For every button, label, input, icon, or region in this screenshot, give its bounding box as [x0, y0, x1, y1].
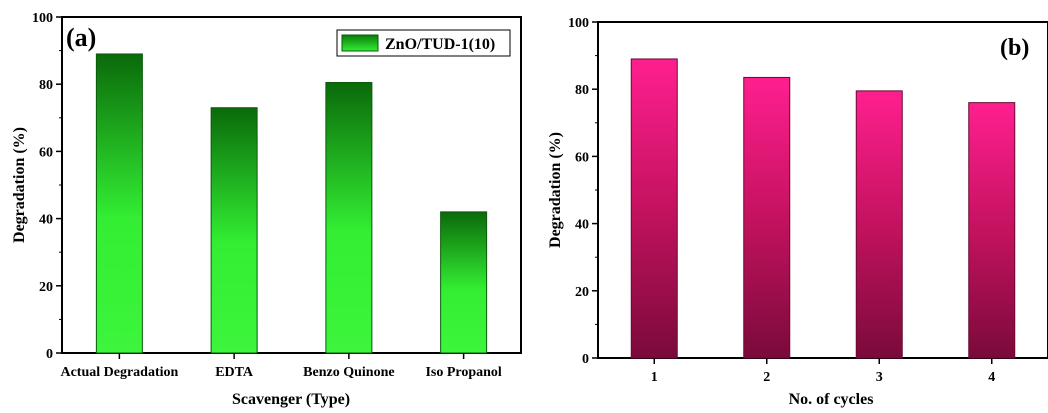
legend-a: ZnO/TUD-1(10): [336, 29, 511, 57]
bar-a-4: [440, 211, 488, 354]
chart-panel-b: 0 20 40 60 80 100 1 2 3 4 (b) Degradation (%) No…: [524, 0, 1048, 408]
bar-b-1: [630, 58, 678, 359]
y-tick-label-b: 40: [575, 218, 589, 233]
bar-b-3: [855, 90, 903, 359]
y-axis-label-a: Degradation (%): [11, 127, 28, 243]
x-tick-label-a: Benzo Quinone: [303, 365, 394, 380]
chart-panel-a: 0 20 40 60 80 100 Actual Degradation EDTA Benzo…: [0, 0, 524, 408]
y-tick-label-a: 100: [32, 11, 53, 26]
y-tick-label-a: 0: [46, 347, 53, 362]
x-tick-label-b: 4: [988, 370, 995, 385]
bar-a-3: [325, 82, 373, 354]
x-tick-label-a: Iso Propanol: [425, 365, 501, 380]
x-axis-label-b: No. of cycles: [789, 391, 874, 408]
panel-label-a: (a): [66, 23, 96, 52]
bar-a-2: [210, 107, 258, 354]
x-tick-label-b: 2: [763, 370, 770, 385]
y-tick-label-a: 40: [39, 213, 53, 228]
x-tick-label-a: Actual Degradation: [60, 365, 178, 380]
y-axis-label-b: Degradation (%): [547, 132, 564, 248]
chart-a-svg: 0 20 40 60 80 100 Actual Degradation EDTA Benzo…: [11, 11, 522, 408]
x-tick-label-a: EDTA: [215, 365, 254, 380]
y-tick-label-b: 100: [568, 16, 589, 31]
bar-a-1: [95, 53, 143, 354]
legend-swatch-a: [341, 34, 379, 52]
bar-b-2: [743, 76, 791, 359]
legend-label-a: ZnO/TUD-1(10): [385, 36, 495, 53]
x-tick-label-b: 3: [876, 370, 883, 385]
x-axis-label-a: Scavenger (Type): [232, 391, 350, 408]
chart-b-svg: 0 20 40 60 80 100 1 2 3 4 (b) Degradation (%) No…: [547, 16, 1048, 408]
y-tick-label-b: 60: [575, 150, 589, 165]
panel-label-b: (b): [1000, 35, 1029, 61]
y-tick-label-b: 20: [575, 285, 589, 300]
y-tick-label-a: 60: [39, 145, 53, 160]
y-tick-label-b: 80: [575, 83, 589, 98]
x-tick-label-b: 1: [651, 370, 658, 385]
y-tick-label-a: 80: [39, 78, 53, 93]
bar-b-4: [968, 102, 1016, 359]
y-tick-label-b: 0: [582, 352, 589, 367]
y-tick-label-a: 20: [39, 280, 53, 295]
